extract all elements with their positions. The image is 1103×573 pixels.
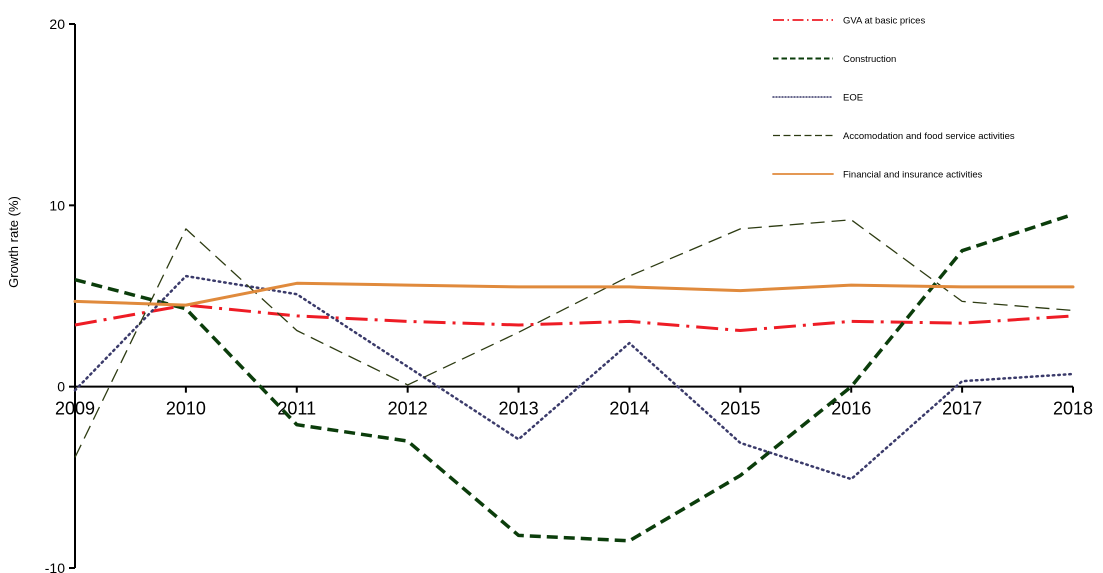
legend-item: Construction [773,54,896,65]
legend-label: Financial and insurance activities [843,170,983,181]
x-tick-label: 2010 [166,399,206,419]
x-tick-label: 2009 [55,399,95,419]
series-line-3 [73,274,1075,481]
axes: -10 0 10 20 2009 2010 2011 2012 2013 2014 2015 2016… [45,16,1093,573]
y-tick-label: 0 [57,379,65,395]
legend-item: Accomodation and food service activities [773,131,1015,142]
y-tick-label: 10 [49,197,65,213]
series-layer [73,212,1075,543]
x-tick-label: 2016 [831,399,871,419]
x-tick-label: 2013 [499,399,539,419]
legend-label: Accomodation and food service activities [843,131,1015,142]
series-line-5 [73,281,1075,307]
x-tick-label: 2014 [609,399,649,419]
legend-item: EOE [772,93,863,104]
legend-item: GVA at basic prices [773,16,925,27]
y-tick-label: -10 [45,560,65,573]
legend-label: Construction [843,54,896,65]
y-tick-label: 20 [49,16,65,32]
y-axis-label: Growth rate (%) [6,196,21,288]
legend-label: EOE [843,93,863,104]
x-tick-label: 2015 [720,399,760,419]
x-tick-label: 2012 [388,399,428,419]
series-line-1 [74,303,1074,332]
series-line-4 [74,219,1074,458]
series-line-2 [74,212,1074,543]
x-tick-label: 2018 [1053,399,1093,419]
x-tick-label: 2011 [277,399,316,419]
legend: GVA at basic prices Construction EOE Accomo… [772,16,1015,181]
legend-label: GVA at basic prices [843,16,925,27]
x-tick-label: 2017 [942,399,982,419]
legend-item: Financial and insurance activities [772,170,983,181]
